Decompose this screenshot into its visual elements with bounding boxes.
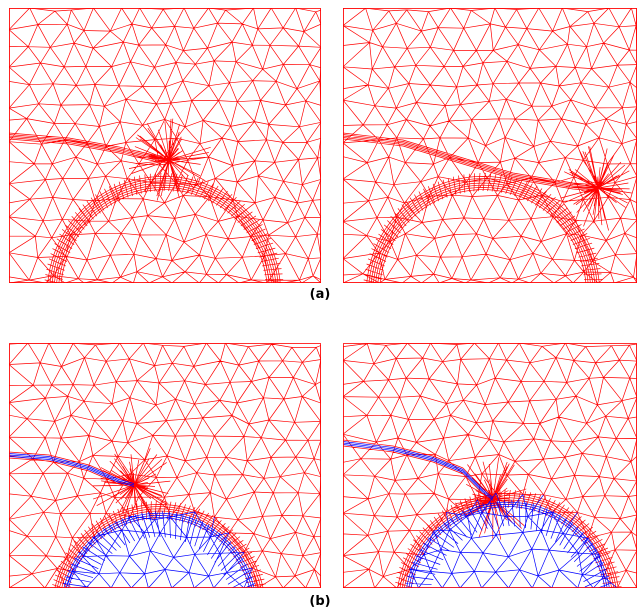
outer-mesh — [9, 343, 321, 588]
inclusion-mesh — [9, 453, 258, 588]
outer-mesh — [9, 8, 321, 283]
inclusion-mesh — [343, 441, 618, 588]
outer-mesh — [343, 8, 637, 283]
mesh-panel-a-left — [9, 8, 321, 283]
mesh-boundary — [9, 8, 321, 283]
mesh-panel-a-right — [343, 8, 637, 283]
mesh-panel-b-left — [9, 343, 321, 588]
caption-b: (b) — [309, 594, 331, 609]
mesh-boundary — [343, 343, 637, 588]
mesh-panel-b-right — [343, 343, 637, 588]
mesh-boundary — [9, 343, 321, 588]
outer-mesh — [343, 343, 637, 588]
mesh-boundary — [343, 8, 637, 283]
caption-a: (a) — [309, 287, 331, 302]
